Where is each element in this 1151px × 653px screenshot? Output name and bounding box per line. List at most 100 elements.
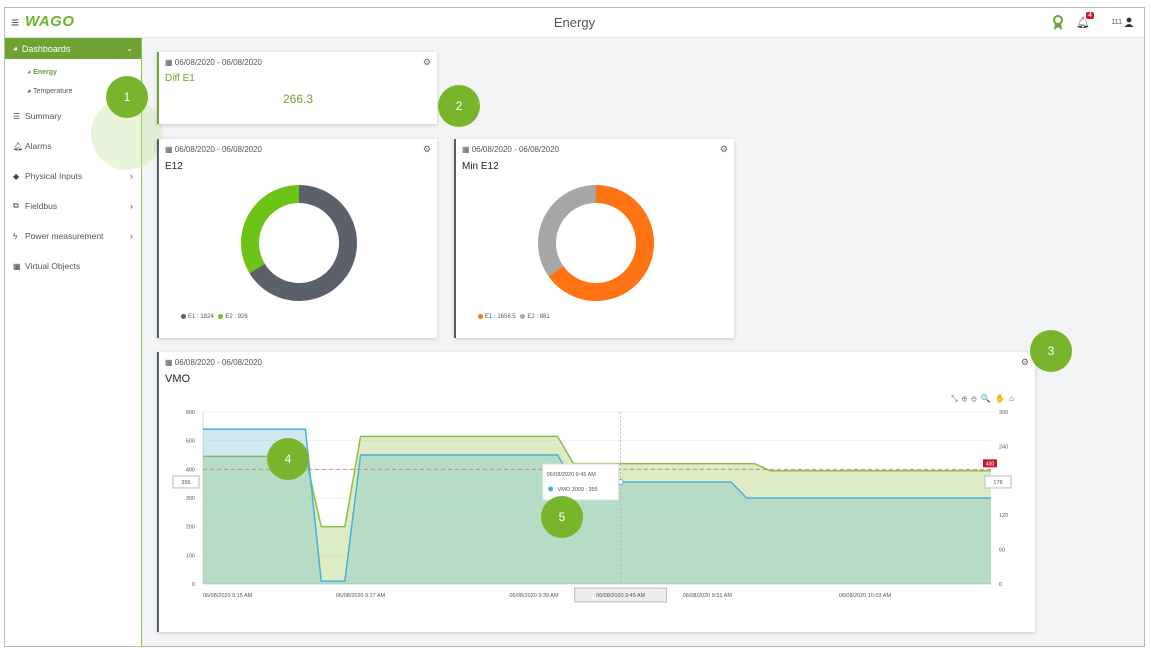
hamburger-icon[interactable]: ≡ — [11, 14, 20, 30]
series-line-vmo[interactable] — [203, 428, 991, 582]
x-tick: 06/08/2020 10:03 AM — [839, 593, 892, 599]
bell-icon: 🔔︎ — [13, 141, 24, 151]
y-left-tick: 500 — [186, 439, 195, 445]
x-tick: 06/08/2020 9:15 AM — [203, 593, 253, 599]
date-range: ▦ 06/08/2020 - 06/08/2020 — [462, 145, 559, 154]
y-left-tick: 300 — [186, 496, 195, 502]
gear-icon[interactable]: ⚙ — [719, 144, 728, 154]
gear-icon[interactable]: ⚙ — [422, 144, 431, 154]
legend-label[interactable]: E2 : 926 — [225, 314, 248, 321]
chart-toolbar[interactable]: ⤡ ⊕ ⊖ 🔍 ✋ ⌂ — [951, 394, 1015, 403]
date-range: ▦ 06/08/2020 - 06/08/2020 — [165, 145, 262, 154]
vmo-card: ▦ 06/08/2020 - 06/08/2020 ⚙ VMO ⤡ ⊕ ⊖ 🔍 … — [157, 352, 1035, 632]
chart-legend: E1 : 1824 E2 : 926 — [181, 314, 248, 320]
tooltip-series: VMO 3009 : 355 — [558, 487, 598, 493]
y-left-tick: 200 — [186, 525, 195, 531]
e12-card: ▦ 06/08/2020 - 06/08/2020 ⚙ E12 E1 : 182… — [157, 139, 437, 338]
legend-dot — [218, 314, 224, 319]
donut-slice-e1[interactable] — [249, 185, 357, 301]
tag-icon: ◆ — [13, 171, 20, 181]
card-title: E12 — [165, 161, 183, 172]
page-title: Energy — [553, 15, 596, 30]
legend-dot — [520, 314, 526, 319]
chevron-right-icon: › — [130, 231, 133, 241]
sidebar-item-dashboards[interactable]: ◕ Dashboards ⌄ — [5, 38, 141, 59]
donut-slice-e2[interactable] — [538, 185, 596, 277]
legend-dot — [478, 314, 483, 319]
donut-slice-e2[interactable] — [241, 185, 299, 274]
sidebar-item-virtual-objects[interactable]: ▦ Virtual Objects — [5, 251, 141, 281]
left-marker-box — [172, 475, 200, 489]
date-text: 06/08/2020 - 06/08/2020 — [471, 145, 559, 154]
tooltip-dot — [548, 486, 554, 492]
right-marker-box — [984, 475, 1012, 489]
user-icon[interactable] — [1124, 17, 1134, 27]
chevron-down-icon: ⌄ — [126, 44, 133, 53]
bell-icon[interactable]: 🔔︎ — [1076, 17, 1090, 29]
diff-value: 266.3 — [282, 92, 314, 106]
user-id[interactable]: 111 — [1111, 19, 1122, 26]
series-line-green[interactable] — [203, 435, 991, 528]
award-icon[interactable] — [1052, 15, 1064, 31]
y-right-tick: 300 — [999, 410, 1008, 416]
calendar-icon: ▦ — [165, 358, 173, 367]
summary-icon: ☰ — [13, 111, 21, 121]
legend-label[interactable]: E2 : 881 — [527, 314, 550, 321]
min-e12-card: ▦ 06/08/2020 - 06/08/2020 ⚙ Min E12 E1 :… — [454, 139, 734, 338]
sidebar-item-physical-inputs[interactable]: ◆ Physical Inputs › — [5, 161, 141, 191]
callout-badge: 4 — [267, 438, 309, 480]
chevron-right-icon: › — [130, 201, 133, 211]
donut-chart — [538, 185, 654, 301]
sidebar-item-label: Dashboards — [21, 43, 71, 54]
y-left-tick: 600 — [186, 410, 195, 416]
sidebar-item-label: Fieldbus — [25, 201, 58, 211]
card-title: Min E12 — [462, 161, 499, 172]
sidebar-item-power-measurement[interactable]: ϟ Power measurement › — [5, 221, 141, 251]
app-window: ≡ WAGO Energy 🔔︎ 4 111 ◕ Dashboards ⌄ ◕ … — [4, 7, 1145, 647]
date-range: ▦ 06/08/2020 - 06/08/2020 — [165, 58, 262, 67]
dashboard-icon: ◕ — [13, 44, 18, 53]
y-right-tick: 240 — [999, 444, 1008, 450]
tooltip: 06/08/2020 9:45 AM VMO 3009 : 355 — [542, 463, 620, 501]
x-tick: 06/08/2020 9:51 AM — [683, 593, 733, 599]
gear-icon[interactable]: ⚙ — [422, 57, 431, 67]
sidebar-subitem-temperature[interactable]: ◕ Temperature — [27, 88, 73, 95]
alert-marker-label: 400 — [986, 461, 995, 467]
callout-badge: 5 — [541, 496, 583, 538]
sidebar-item-alarms[interactable]: 🔔︎ Alarms — [5, 131, 141, 161]
sidebar-item-summary[interactable]: ☰ Summary — [5, 101, 141, 131]
date-text: 06/08/2020 - 06/08/2020 — [174, 145, 262, 154]
card-title: VMO — [165, 373, 191, 385]
sidebar-subitem-label: Energy — [33, 69, 57, 76]
wago-logo[interactable]: WAGO — [25, 13, 75, 30]
tooltip-time: 06/08/2020 9:45 AM — [547, 472, 597, 478]
legend-label[interactable]: E1 : 1824 — [188, 314, 214, 321]
y-right-tick: 120 — [999, 513, 1008, 519]
calculator-icon: ▦ — [13, 261, 21, 271]
chart-legend: E1 : 1656.5 E2 : 881 — [478, 314, 550, 320]
y-left-tick: 0 — [192, 582, 195, 588]
legend-dot — [181, 314, 186, 319]
donut-slice-e1[interactable] — [548, 185, 654, 301]
calendar-icon: ▦ — [165, 145, 173, 154]
date-text: 06/08/2020 - 06/08/2020 — [174, 358, 262, 367]
sidebar-subitem-energy[interactable]: ◕ Energy — [27, 69, 57, 76]
area-fill-blue — [203, 429, 991, 584]
network-icon: ⧉ — [13, 201, 19, 210]
callout-badge: 1 — [106, 76, 148, 118]
y-right-tick: 60 — [999, 548, 1005, 554]
legend-label[interactable]: E1 : 1656.5 — [485, 314, 516, 321]
alert-marker — [983, 459, 997, 468]
callout-badge: 2 — [438, 85, 480, 127]
gear-icon[interactable]: ⚙ — [1020, 357, 1029, 367]
left-marker: 356 — [181, 480, 190, 486]
tooltip-box — [542, 463, 620, 501]
sidebar-item-label: Physical Inputs — [25, 171, 83, 181]
crosshair-label-box — [574, 587, 668, 603]
card-title: Diff E1 — [165, 73, 195, 84]
y-left-tick: 100 — [186, 553, 195, 559]
diff-e1-card: ▦ 06/08/2020 - 06/08/2020 ⚙ Diff E1 266.… — [157, 52, 437, 124]
sidebar-item-fieldbus[interactable]: ⧉ Fieldbus › — [5, 191, 141, 221]
sidebar-item-label: Virtual Objects — [25, 261, 81, 271]
right-marker: 178 — [993, 480, 1002, 486]
